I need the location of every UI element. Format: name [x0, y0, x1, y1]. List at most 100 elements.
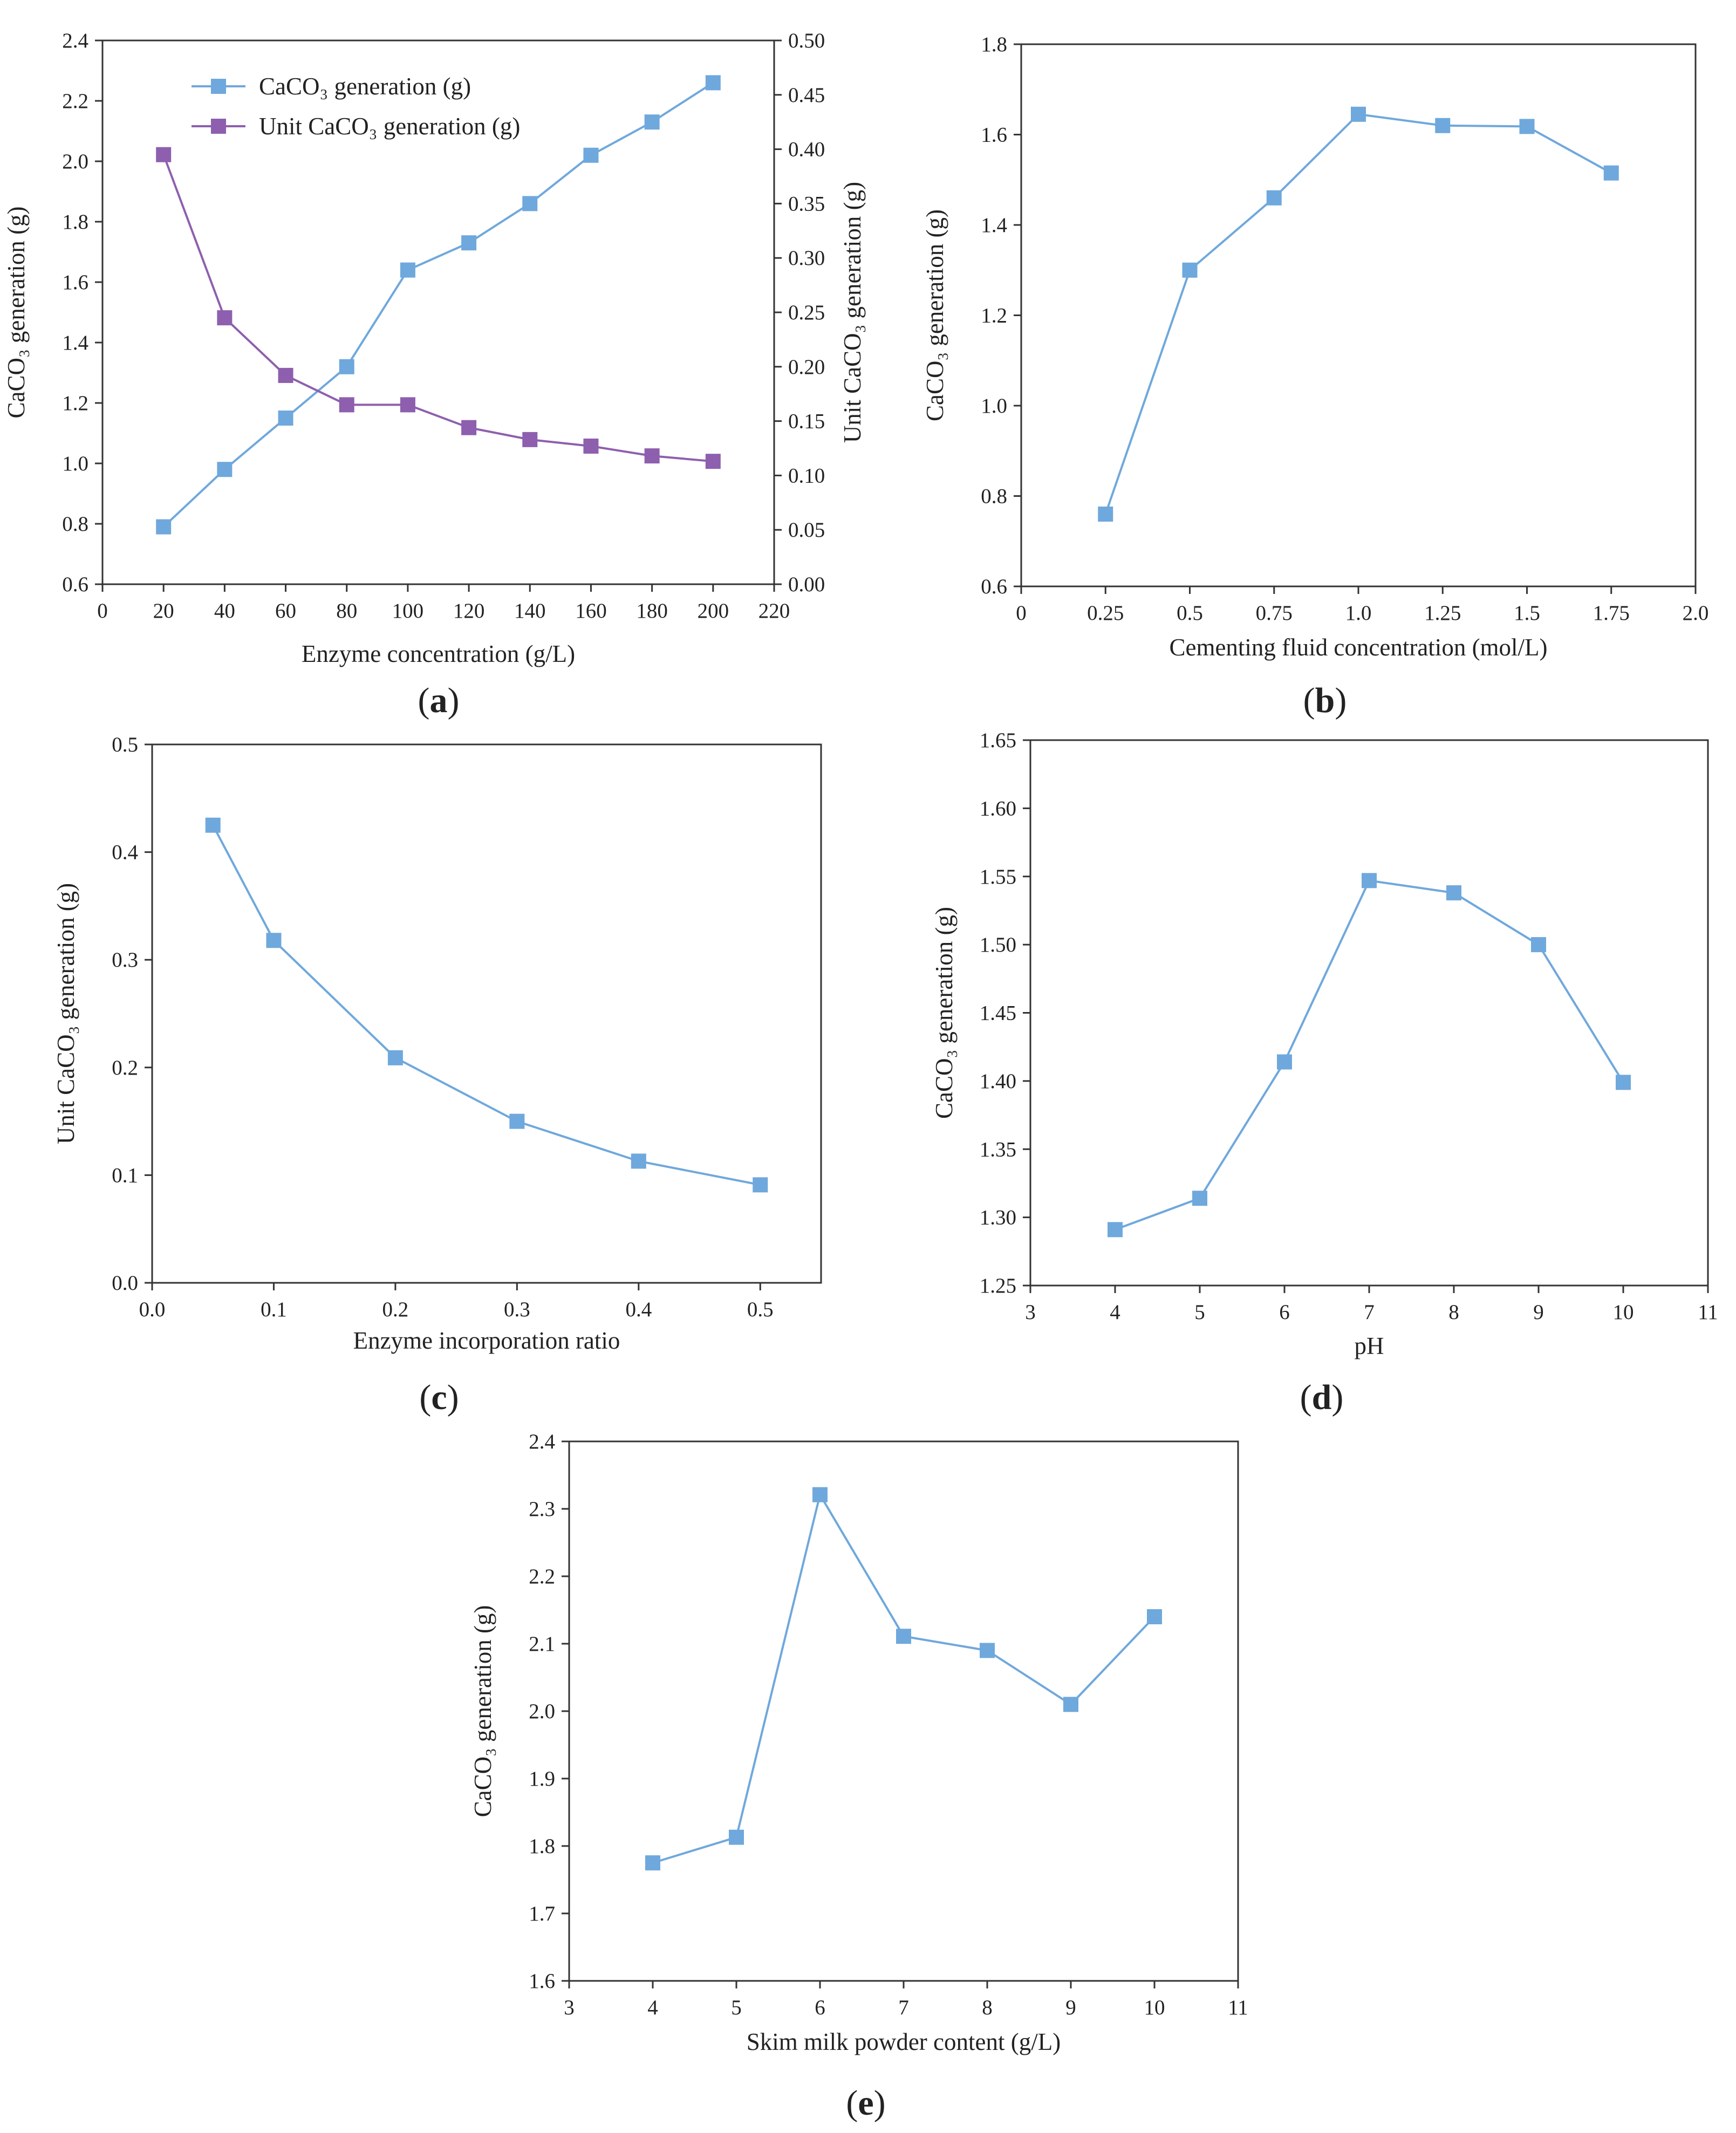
data-point-marker: [753, 1177, 768, 1193]
data-point-marker: [1446, 885, 1461, 901]
data-point-marker: [1182, 262, 1198, 278]
panel-label-letter: c: [431, 1378, 447, 1417]
data-point-marker: [522, 432, 538, 447]
y-tick-label: 1.7: [529, 1902, 555, 1925]
x-tick-label: 120: [453, 599, 485, 623]
chart-panel-d: 3 4 5 6 7 8 9 10 11 1.25 1.30 1.35 1.40 1.45 1.50 1.55 1…: [931, 729, 1718, 1417]
panel-label-paren: (: [1303, 681, 1315, 720]
legend-marker: [211, 79, 226, 94]
series-line-1: [1104, 113, 1612, 515]
x-tick-label: 0.5: [1177, 601, 1203, 625]
data-point-marker: [644, 114, 660, 130]
x-tick-label: 200: [698, 599, 729, 623]
x-tick-label: 5: [731, 1996, 742, 2019]
y-tick-label: 1.60: [980, 797, 1016, 820]
data-point-marker: [1531, 937, 1546, 953]
y2-tick-label: 0.40: [788, 138, 825, 161]
y-tick-label: 0.8: [981, 485, 1007, 508]
x-tick-label: 7: [1364, 1301, 1375, 1324]
y2-tick-label: 0.10: [788, 464, 825, 487]
y-tick-label: 0.4: [112, 841, 138, 864]
y-tick-label: 1.65: [980, 729, 1016, 752]
x-tick-label: 1.5: [1514, 601, 1540, 625]
data-point-marker: [1362, 873, 1377, 888]
data-point-marker: [1519, 119, 1535, 134]
y-tick-label: 2.0: [529, 1700, 555, 1723]
y-tick-label: 0.1: [112, 1164, 138, 1187]
panel-label: (b): [1303, 681, 1347, 720]
x-tick-label: 0.2: [382, 1298, 409, 1321]
y-tick-label: 0.5: [112, 733, 138, 756]
data-point-marker: [1192, 1191, 1207, 1206]
x-tick-label: 100: [392, 599, 424, 623]
panel-label-paren: (: [419, 1378, 431, 1417]
y-tick-label: 0.3: [112, 948, 138, 972]
x-tick-label: 5: [1194, 1301, 1205, 1324]
x-tick-label: 11: [1698, 1301, 1718, 1324]
x-tick-label: 9: [1065, 1996, 1076, 2019]
data-point-marker: [217, 310, 233, 326]
x-tick-label: 2.0: [1683, 601, 1709, 625]
y2-tick-label: 0.35: [788, 192, 825, 215]
panel-label-letter: b: [1315, 681, 1335, 720]
y-tick-label: 2.3: [529, 1498, 555, 1521]
y-tick-label: 1.55: [980, 865, 1016, 888]
x-tick-label: 140: [514, 599, 546, 623]
x-tick-label: 4: [1110, 1301, 1120, 1324]
x-tick-label: 7: [898, 1996, 909, 2019]
x-tick-label: 11: [1228, 1996, 1248, 2019]
data-point-marker: [461, 420, 477, 435]
x-tick-label: 40: [214, 599, 235, 623]
data-point-marker: [278, 411, 293, 426]
y-tick-label: 1.45: [980, 1002, 1016, 1025]
data-point-marker: [509, 1113, 525, 1129]
y2-tick-label: 0.30: [788, 247, 825, 270]
y-axis-label: CaCO₃ generation (g): [931, 907, 958, 1119]
x-tick-label: 0.0: [139, 1298, 166, 1321]
legend-marker: [211, 119, 226, 134]
chart-panel-a: 0 20 40 60 80 100 120 140 160 180 200 220 0.6 0.8 1.0 1…: [3, 29, 866, 720]
panel-label: (c): [419, 1378, 459, 1417]
data-point-marker: [387, 1050, 403, 1065]
y-tick-label: 2.2: [529, 1565, 555, 1588]
y-tick-label: 2.4: [529, 1430, 555, 1453]
data-point-marker: [339, 397, 354, 413]
y2-tick-label: 0.15: [788, 410, 825, 433]
data-point-marker: [896, 1629, 911, 1644]
x-tick-label: 0.75: [1256, 601, 1293, 625]
y-tick-label: 2.2: [62, 90, 88, 113]
y-tick-label: 1.2: [62, 392, 88, 415]
data-point-marker: [522, 196, 538, 211]
plot-frame: [568, 1440, 1239, 1982]
series-line-1: [211, 824, 761, 1186]
y-tick-label: 1.30: [980, 1206, 1016, 1229]
panel-label-paren: (: [846, 2083, 858, 2123]
x-axis-label: Skim milk powder content (g/L): [747, 2028, 1061, 2055]
y2-tick-label: 0.45: [788, 84, 825, 107]
data-point-marker: [705, 454, 721, 469]
data-point-marker: [205, 817, 221, 833]
data-point-marker: [583, 147, 599, 163]
x-tick-label: 220: [758, 599, 790, 623]
y-tick-label: 0.6: [62, 573, 88, 596]
y-tick-label: 1.0: [62, 452, 88, 475]
x-tick-label: 0.5: [747, 1298, 774, 1321]
chart-panel-c: 0.0 0.1 0.2 0.3 0.4 0.5 0.0 0.1 0.2 0.3 0.4 0.5 Enzy…: [52, 733, 822, 1417]
legend-label: Unit CaCO₃ generation (g): [259, 113, 520, 140]
x-tick-label: 0: [97, 599, 108, 623]
y-tick-label: 0.8: [62, 512, 88, 536]
data-point-marker: [729, 1829, 744, 1845]
x-tick-label: 60: [275, 599, 296, 623]
x-tick-label: 1.0: [1345, 601, 1372, 625]
data-point-marker: [156, 147, 172, 162]
data-point-marker: [1351, 106, 1366, 122]
x-tick-label: 160: [575, 599, 607, 623]
data-point-marker: [705, 75, 721, 91]
y-tick-label: 2.4: [62, 29, 88, 52]
panel-label-letter: e: [858, 2083, 873, 2123]
data-point-marker: [217, 462, 233, 477]
data-point-marker: [1603, 165, 1619, 181]
y2-tick-label: 0.05: [788, 518, 825, 542]
y-axis-label: CaCO₃ generation (g): [921, 209, 948, 421]
